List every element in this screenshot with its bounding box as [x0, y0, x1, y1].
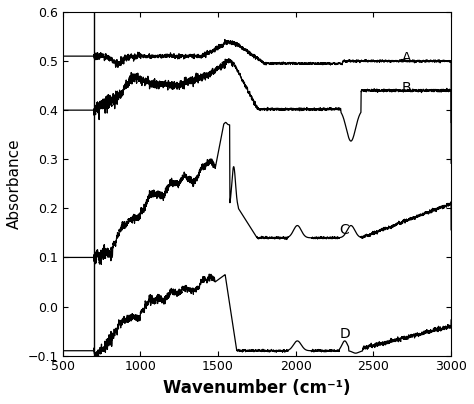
Text: C: C: [339, 223, 349, 238]
Text: A: A: [401, 50, 411, 65]
X-axis label: Wavenumber (cm⁻¹): Wavenumber (cm⁻¹): [163, 379, 351, 397]
Text: D: D: [339, 326, 350, 341]
Y-axis label: Absorbance: Absorbance: [7, 139, 22, 229]
Text: B: B: [401, 81, 411, 95]
